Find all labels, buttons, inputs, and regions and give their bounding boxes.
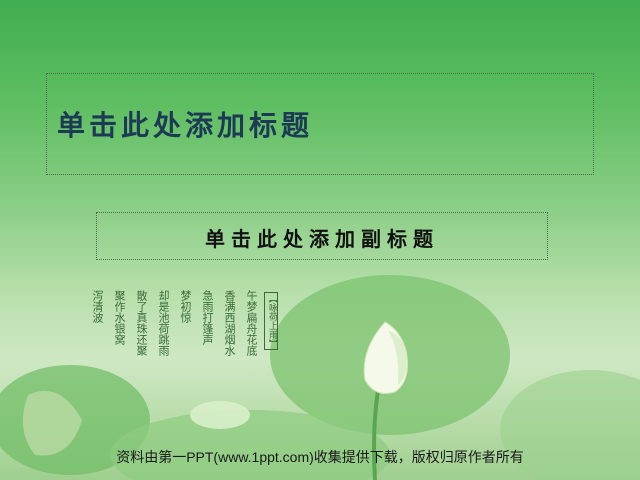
subtitle-text[interactable]: 单击此处添加副标题	[205, 227, 439, 251]
footer-credit: 资料由第一PPT(www.1ppt.com)收集提供下载，版权归原作者所有	[116, 449, 524, 465]
poem-title-tag: 【咏荷上雨】	[264, 292, 278, 350]
poem-line: 香满西湖烟水	[223, 290, 236, 356]
poem-line: 聚作水银窝	[113, 290, 126, 345]
lotus-leaf-right	[500, 370, 640, 480]
title-placeholder[interactable]: 单击此处添加标题	[46, 73, 594, 175]
lotus-leaf-bottom	[110, 410, 390, 480]
poem-line: 散了真珠还聚	[135, 290, 148, 356]
lotus-seedpod	[22, 390, 82, 456]
lotus-stem	[372, 389, 380, 480]
lotus-bud-shadow	[388, 330, 407, 385]
poem-calligraphy: 【咏荷上雨】 午梦扁舟花底 香满西湖烟水 急雨打篷声 梦初惊 却是池荷跳雨 散了…	[88, 290, 288, 390]
poem-line: 午梦扁舟花底	[245, 290, 258, 356]
poem-line: 急雨打篷声	[201, 290, 214, 345]
lotus-pad-small	[190, 401, 250, 429]
poem-line: 泻清波	[91, 290, 104, 323]
poem-line: 却是池荷跳雨	[157, 290, 170, 356]
title-text[interactable]: 单击此处添加标题	[57, 109, 314, 142]
poem-line: 梦初惊	[179, 290, 192, 323]
subtitle-placeholder[interactable]: 单击此处添加副标题	[96, 212, 548, 260]
